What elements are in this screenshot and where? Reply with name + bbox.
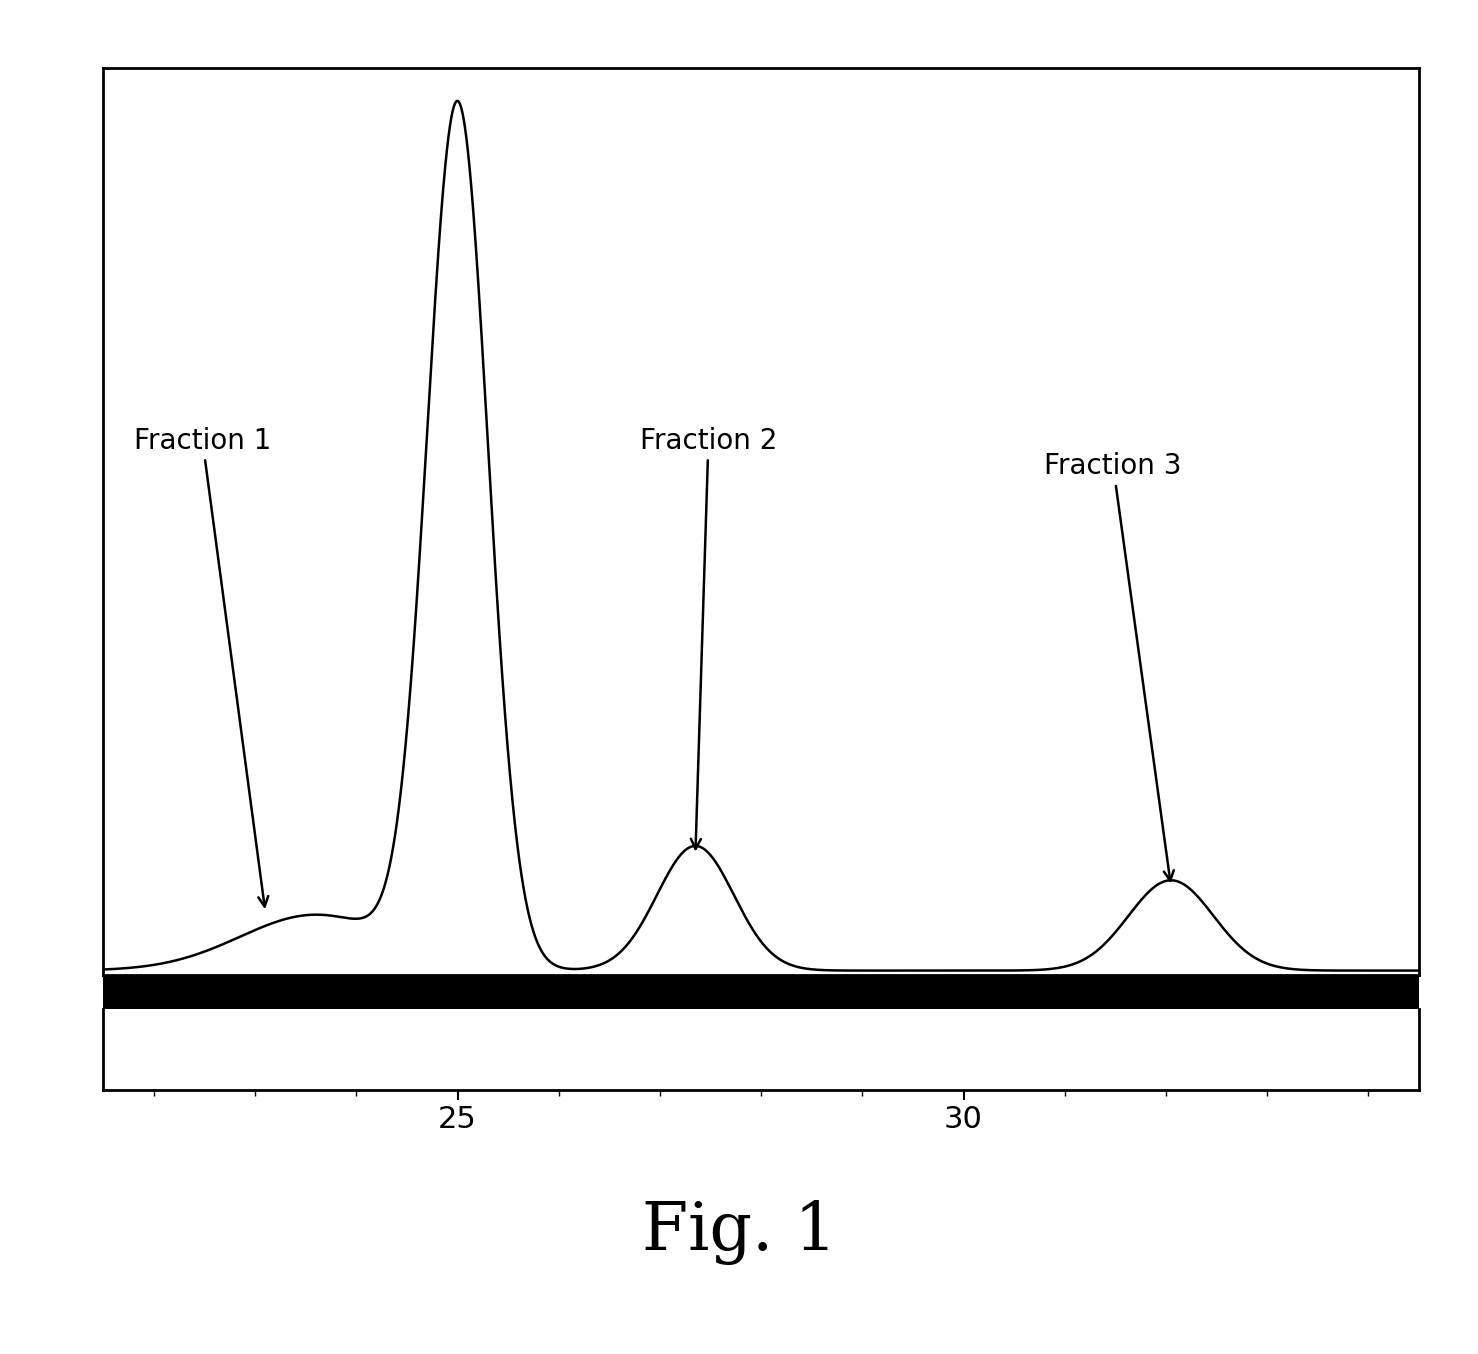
Text: Fig. 1: Fig. 1 [641, 1200, 837, 1265]
Text: Fraction 1: Fraction 1 [134, 427, 270, 907]
Text: Fraction 2: Fraction 2 [640, 427, 777, 849]
Text: Fraction 3: Fraction 3 [1045, 452, 1182, 881]
